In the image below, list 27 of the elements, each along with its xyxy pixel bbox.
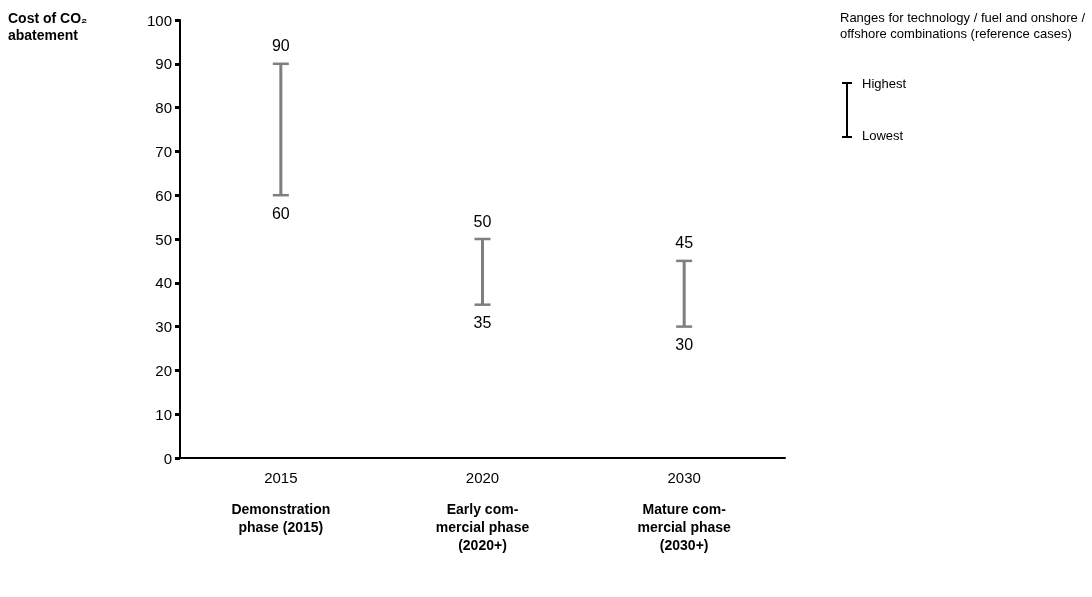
annotation: 90 xyxy=(271,37,290,55)
x-tick-label: 2030 xyxy=(667,469,701,486)
y-tick-label: 90 xyxy=(155,55,172,73)
y-tick-label: 80 xyxy=(155,99,172,117)
text: Mature com- mercial phase (2030+) xyxy=(637,501,732,553)
y-tick-label: 100 xyxy=(146,11,172,29)
text: Highest xyxy=(862,76,907,92)
text: Demonstration phase (2015) xyxy=(231,501,331,535)
y-tick-label: 0 xyxy=(163,449,172,467)
y-tick-label: 10 xyxy=(155,405,172,423)
y-axis-title: Cost of CO₂ abatement xyxy=(8,10,89,44)
annotation: 45 xyxy=(675,234,694,252)
x-tick-label: 2015 xyxy=(264,469,298,486)
x-tick-label: 2020 xyxy=(465,469,500,486)
annotation: 60 xyxy=(271,204,290,222)
annotation: 35 xyxy=(473,314,492,332)
text: Early com- mercial phase (2020+) xyxy=(435,501,530,553)
y-tick-label: 60 xyxy=(155,186,172,204)
legend-title: Ranges for technology / fuel and onshore / offshore combinations (reference cases) xyxy=(840,10,1086,42)
y-tick-label: 20 xyxy=(155,361,172,379)
text: Lowest xyxy=(862,128,904,144)
y-tick-label: 30 xyxy=(155,318,172,336)
y-tick-label: 70 xyxy=(155,142,172,160)
annotation: 50 xyxy=(473,212,492,230)
y-tick-label: 50 xyxy=(155,230,172,248)
y-tick-label: 40 xyxy=(155,274,172,292)
annotation: 30 xyxy=(675,336,694,354)
